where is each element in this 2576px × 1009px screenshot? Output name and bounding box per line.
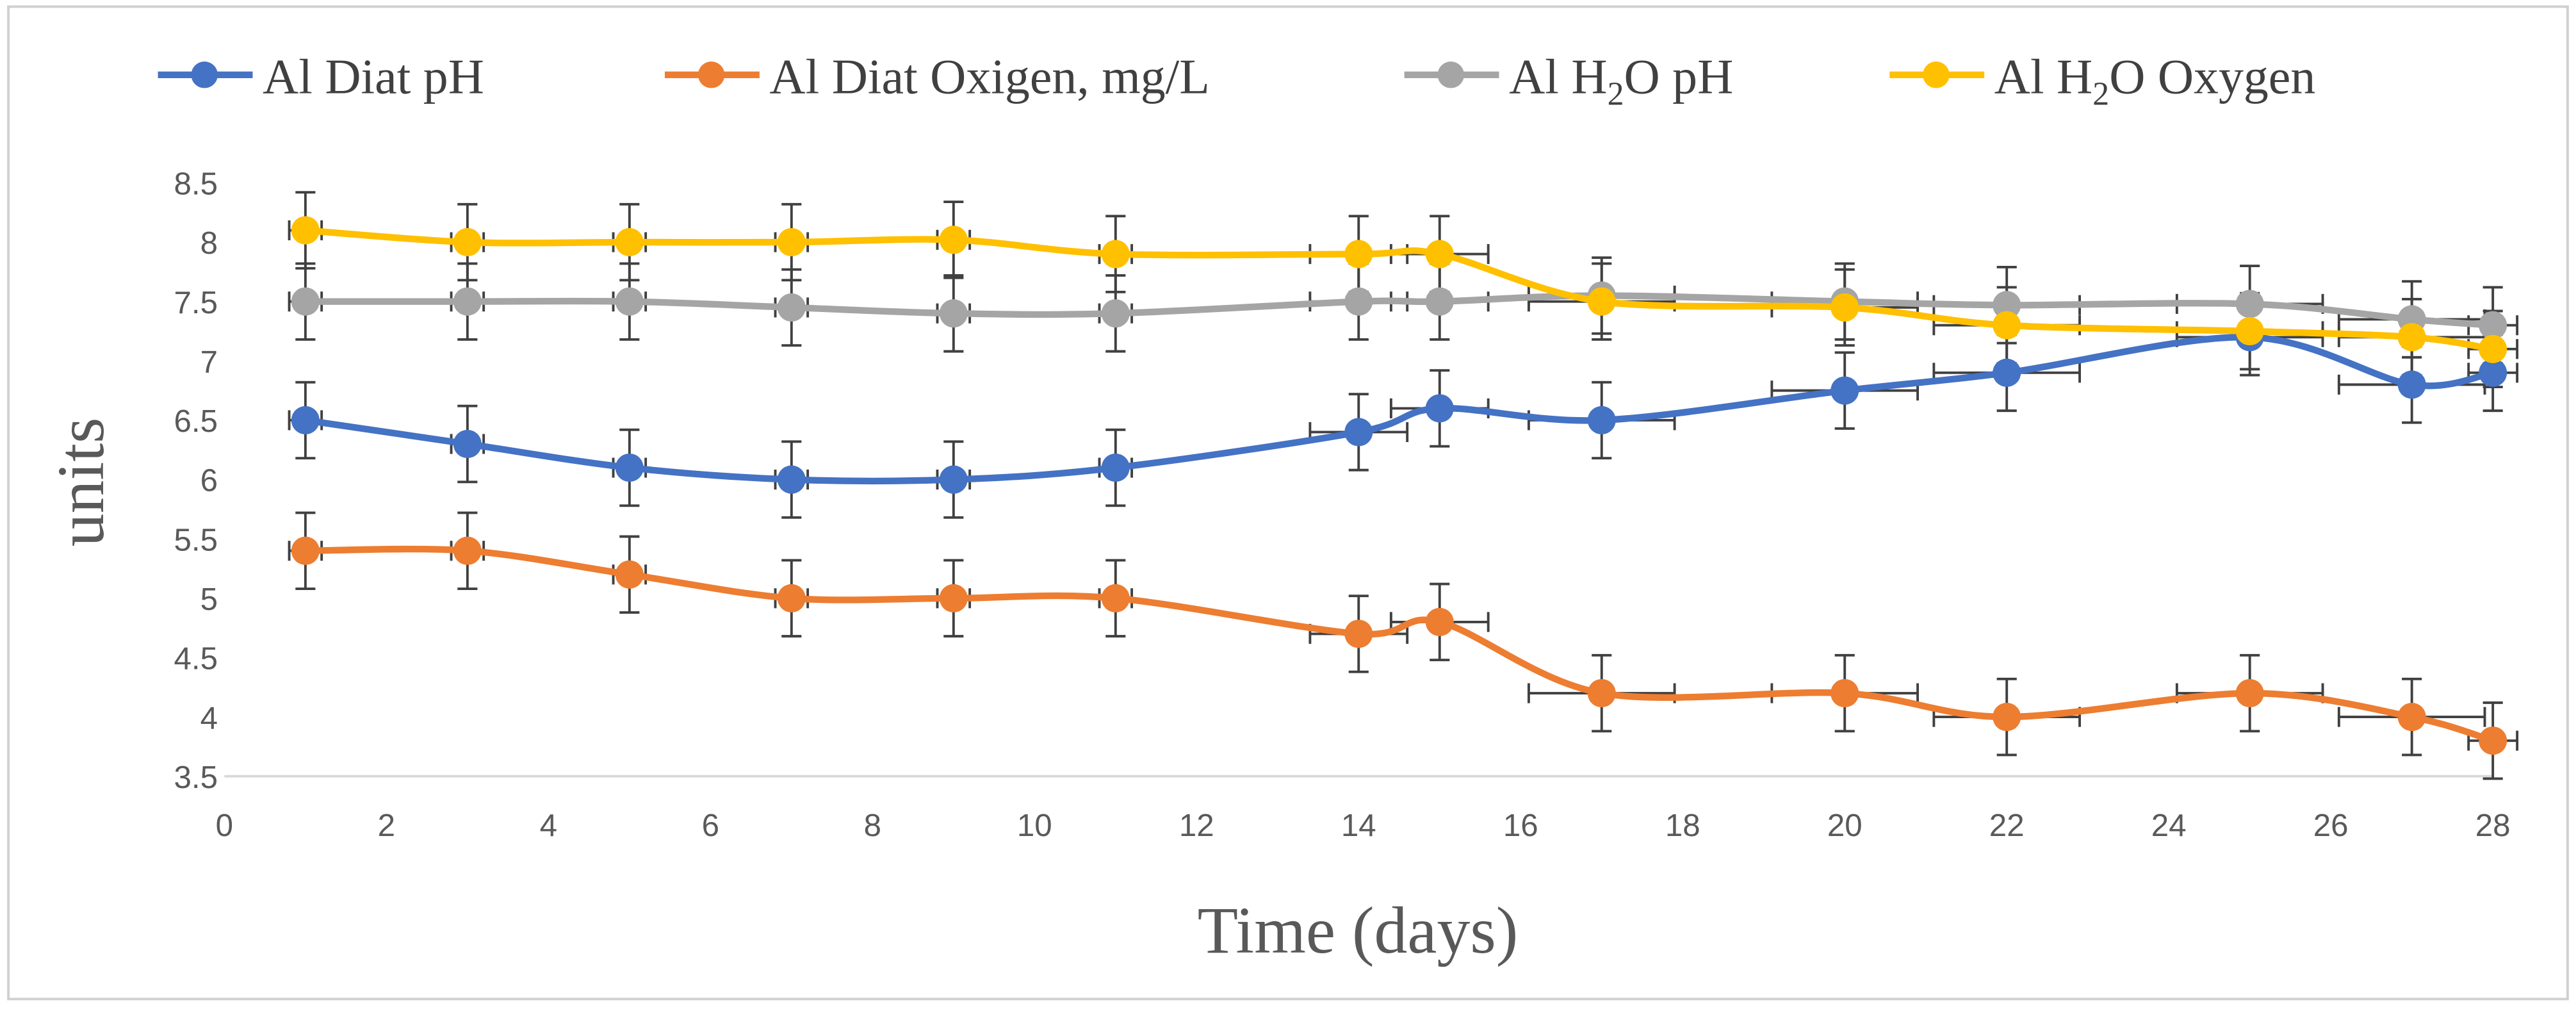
data-point xyxy=(1425,240,1454,268)
x-axis-title: Time (days) xyxy=(1198,894,1519,967)
legend-label: Al Diat Oxigen, mg/L xyxy=(769,49,1209,104)
data-point xyxy=(291,216,320,245)
legend-item-al-h2o-oxygen: Al H2O Oxygen xyxy=(1889,49,2315,112)
data-point xyxy=(453,227,482,257)
data-point xyxy=(2235,290,2264,318)
x-tick-label: 12 xyxy=(1179,808,1214,843)
data-point xyxy=(2397,703,2426,732)
data-point xyxy=(1993,358,2021,387)
data-point xyxy=(939,584,968,612)
series-line-2 xyxy=(302,292,2497,329)
y-tick-label: 6.5 xyxy=(174,404,218,439)
data-point xyxy=(1101,240,1130,268)
data-point xyxy=(1587,678,1616,708)
data-point xyxy=(939,226,968,254)
data-point xyxy=(1993,311,2021,340)
legend-label: Al H2O pH xyxy=(1509,49,1733,112)
data-point xyxy=(777,293,806,322)
data-point xyxy=(615,560,644,589)
data-point xyxy=(1101,584,1130,612)
data-point xyxy=(291,287,320,316)
data-point xyxy=(1344,287,1373,316)
data-point xyxy=(1830,293,1859,322)
data-point xyxy=(453,287,482,316)
x-tick-label: 14 xyxy=(1341,808,1376,843)
y-tick-label: 6 xyxy=(200,463,218,498)
data-point xyxy=(615,453,644,482)
data-point xyxy=(291,406,320,435)
data-point xyxy=(1830,678,1859,708)
x-tick-label: 16 xyxy=(1503,808,1538,843)
legend-item-al-diat-ph: Al Diat pH xyxy=(158,49,484,104)
data-point xyxy=(777,465,806,494)
y-tick-label: 7 xyxy=(200,344,218,379)
series-line-1 xyxy=(302,545,2497,744)
data-point xyxy=(615,287,644,316)
y-tick-label: 7.5 xyxy=(174,285,218,320)
y-tick-label: 3.5 xyxy=(174,760,218,795)
y-tick-label: 5.5 xyxy=(174,522,218,557)
data-point xyxy=(1587,287,1616,316)
data-point xyxy=(453,536,482,565)
x-tick-label: 6 xyxy=(702,808,719,843)
data-point xyxy=(777,227,806,257)
data-point xyxy=(1425,287,1454,316)
series-line-0 xyxy=(302,333,2497,484)
x-tick-label: 26 xyxy=(2313,808,2349,843)
data-point xyxy=(939,465,968,494)
data-point xyxy=(1587,406,1616,435)
data-point xyxy=(2235,316,2264,346)
legend-item-al-h2o-ph: Al H2O pH xyxy=(1404,49,1733,112)
data-point xyxy=(1344,418,1373,447)
x-tick-label: 18 xyxy=(1665,808,1700,843)
data-point xyxy=(453,429,482,459)
data-point xyxy=(2479,358,2507,387)
x-tick-label: 20 xyxy=(1827,808,1863,843)
x-tick-label: 0 xyxy=(216,808,233,843)
data-point xyxy=(777,584,806,612)
data-point xyxy=(1830,376,1859,405)
series-lines xyxy=(291,216,2507,755)
data-point xyxy=(939,299,968,328)
y-tick-label: 8 xyxy=(200,226,218,261)
data-point xyxy=(1993,291,2021,320)
data-point xyxy=(2479,311,2507,340)
legend-label: Al Diat pH xyxy=(263,49,484,104)
data-point xyxy=(2235,678,2264,708)
x-tick-label: 2 xyxy=(378,808,395,843)
data-point xyxy=(2397,370,2426,399)
x-tick-label: 4 xyxy=(540,808,557,843)
data-point xyxy=(615,227,644,257)
legend-label: Al H2O Oxygen xyxy=(1994,49,2316,112)
data-point xyxy=(1425,607,1454,636)
x-tick-label: 24 xyxy=(2151,808,2187,843)
data-point xyxy=(1993,703,2021,732)
chart-border xyxy=(7,5,2569,1001)
data-point xyxy=(2479,334,2507,363)
data-point xyxy=(2397,323,2426,352)
y-tick-label: 4 xyxy=(200,700,218,735)
y-tick-label: 5 xyxy=(200,582,218,617)
x-tick-label: 28 xyxy=(2475,808,2511,843)
axes: 0 2 4 6 8 10 12 14 16 18 20 22 24 26 283.544.555.566.5… xyxy=(174,167,2510,844)
y-axis-title: units xyxy=(45,418,118,547)
x-tick-label: 22 xyxy=(1989,808,2025,843)
x-tick-label: 8 xyxy=(864,808,881,843)
data-point xyxy=(1101,299,1130,328)
legend-item-al-diat-oxigen: Al Diat Oxigen, mg/L xyxy=(664,49,1210,104)
data-point xyxy=(1344,619,1373,648)
legend: Al Diat pH Al Diat Oxigen, mg/L Al H2O p… xyxy=(158,49,2315,112)
data-point xyxy=(1101,453,1130,482)
x-tick-label: 10 xyxy=(1017,808,1052,843)
series-line-3 xyxy=(302,227,2497,352)
data-point xyxy=(2479,726,2507,755)
data-point xyxy=(1425,394,1454,423)
data-point xyxy=(291,536,320,565)
y-tick-label: 8.5 xyxy=(174,167,218,202)
y-tick-label: 4.5 xyxy=(174,641,218,677)
data-point xyxy=(1344,240,1373,268)
